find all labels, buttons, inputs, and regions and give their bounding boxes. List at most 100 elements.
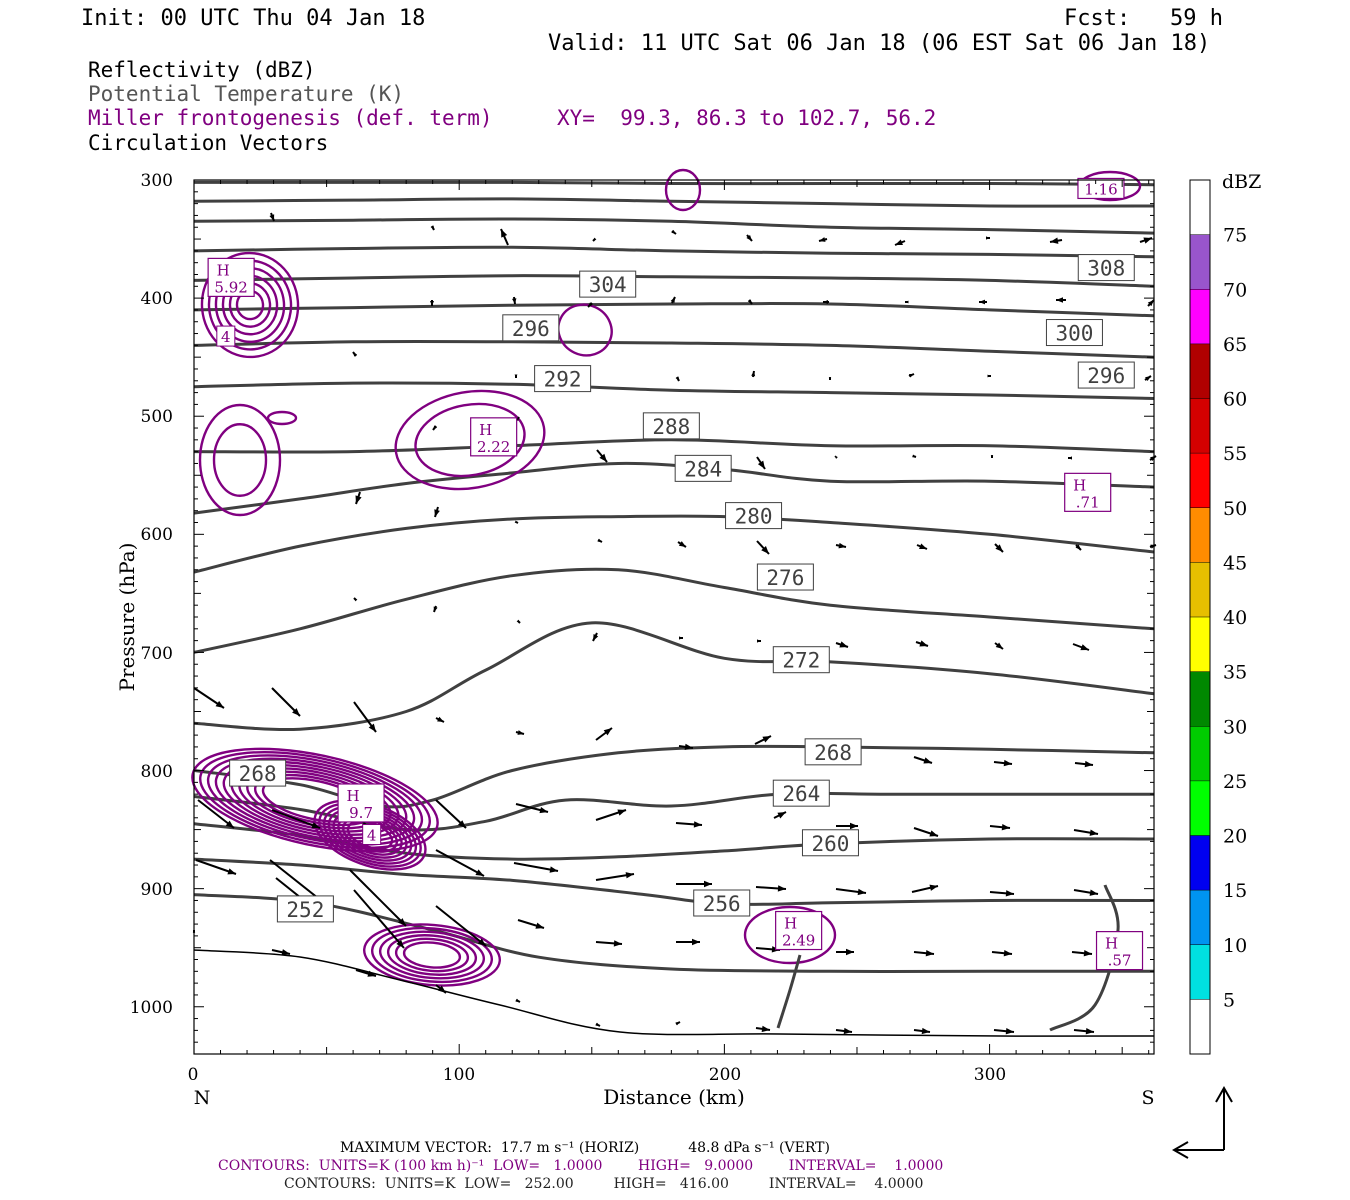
circulation-vector	[500, 228, 509, 246]
theta-contour-label: 256	[693, 889, 751, 917]
circulation-vector	[755, 885, 787, 892]
theta-contour-line	[193, 621, 1155, 732]
svg-text:276: 276	[766, 566, 804, 590]
frontogenesis-contour	[199, 750, 431, 850]
y-tick-label: 800	[141, 762, 173, 782]
circulation-vector	[754, 735, 772, 745]
circulation-vector	[756, 456, 766, 470]
circulation-vector	[1075, 544, 1082, 551]
theta-contour-label: 280	[725, 502, 783, 530]
circulation-vector	[836, 822, 858, 830]
circulation-vector	[835, 542, 847, 549]
frontogenesis-high-label: H.71	[1064, 472, 1112, 512]
contour-labels: 252 256 260 264 268 268 272 276 280 284 288 292 296 2…	[216, 254, 1135, 923]
colorbar-level-label: 10	[1223, 935, 1247, 957]
legend-vectors: Circulation Vectors	[88, 131, 329, 155]
reflectivity-colorbar: 5 10 15 20 25 30 35 40 45 50 55 60 65 70 75	[1189, 179, 1247, 1055]
y-tick-label: 900	[141, 880, 173, 900]
colorbar-level-label: 50	[1223, 498, 1247, 520]
frontogenesis-contour	[346, 820, 394, 850]
theta-contour-line	[193, 197, 1155, 208]
frontogenesis-contour	[212, 423, 268, 497]
colorbar-swatch	[1190, 180, 1210, 235]
theta-contour-label: 296	[1077, 361, 1135, 389]
circulation-vector	[677, 541, 687, 548]
circulation-vector	[747, 299, 753, 305]
circulation-vector	[353, 701, 377, 733]
svg-text:9.7: 9.7	[349, 804, 373, 822]
circulation-vector	[671, 229, 677, 235]
theta-contour-label: 288	[642, 412, 700, 440]
frontogenesis-contour-label: 4	[216, 325, 236, 347]
frontogenesis-contour	[402, 941, 462, 969]
circulation-vector	[751, 370, 756, 378]
circulation-vector	[1147, 299, 1155, 307]
circulation-vector	[993, 1028, 1015, 1035]
circulation-vector	[1149, 455, 1157, 461]
theta-contour-label: 260	[801, 829, 859, 857]
circulation-vector	[986, 236, 990, 240]
frontogenesis-high-label: H5.92	[207, 257, 255, 297]
circulation-vector	[1049, 237, 1063, 244]
circulation-vector	[912, 454, 917, 458]
circulation-vector	[757, 639, 761, 643]
y-tick-label: 1000	[130, 998, 173, 1018]
svg-text:H: H	[217, 261, 230, 279]
circulation-vector	[193, 687, 225, 709]
circulation-vector	[435, 799, 467, 829]
y-tick-label: 500	[141, 407, 173, 427]
svg-text:272: 272	[782, 649, 820, 673]
circulation-vector	[746, 234, 753, 242]
circulation-vector	[430, 225, 435, 231]
frontogenesis-contour-label: 4	[362, 824, 382, 845]
circulation-vector	[913, 950, 935, 957]
theta-contour-line	[193, 461, 1155, 515]
theta-contour-line	[193, 381, 1155, 400]
circulation-vector	[269, 212, 275, 222]
circulation-vector	[991, 950, 1013, 957]
circulation-vector	[773, 811, 787, 819]
circulation-vector	[915, 640, 929, 647]
colorbar-unit: dBZ	[1222, 171, 1261, 193]
circulation-vector	[515, 730, 525, 735]
circulation-vector	[675, 1021, 681, 1026]
circulation-vector	[678, 743, 694, 751]
circulation-vector	[195, 859, 237, 875]
theta-contour-label: 252	[276, 895, 334, 923]
colorbar-level-label: 45	[1223, 552, 1247, 574]
circulation-vector	[823, 300, 829, 304]
x-tick-label: 100	[443, 1065, 475, 1085]
theta-contour-line	[193, 302, 1155, 318]
svg-text:H: H	[1073, 476, 1086, 494]
colorbar-swatch	[1190, 671, 1210, 727]
south-label: S	[1141, 1087, 1154, 1109]
frontogenesis-high-label: 1.16	[1077, 177, 1125, 200]
colorbar-level-label: 5	[1223, 989, 1235, 1011]
y-axis-title: Pressure (hPa)	[115, 543, 139, 692]
circulation-vector	[679, 636, 683, 640]
colorbar-level-label: 20	[1223, 826, 1247, 848]
valid-time: Valid: 11 UTC Sat 06 Jan 18 (06 EST Sat …	[548, 31, 1211, 56]
svg-text:296: 296	[512, 317, 550, 341]
legend-frontogenesis: Miller frontogenesis (def. term)	[88, 106, 493, 130]
circulation-vector	[515, 416, 520, 422]
y-tick-label: 700	[141, 644, 173, 664]
circulation-vector	[1056, 297, 1066, 303]
circulation-vector	[595, 1022, 601, 1027]
circulation-vector	[1144, 375, 1152, 381]
forecast-hour: Fcst: 59 h	[1064, 6, 1223, 31]
circulation-vector	[835, 1027, 853, 1035]
circulation-vector	[515, 803, 549, 814]
footer-fronto-contours: CONTOURS: UNITS=K (100 km h)⁻¹ LOW= 1.00…	[218, 1158, 944, 1174]
circulation-vector	[349, 869, 407, 927]
circulation-vector	[434, 506, 440, 518]
svg-text:2.22: 2.22	[477, 438, 510, 456]
circulation-vector	[516, 619, 521, 624]
circulation-vector	[916, 543, 928, 550]
circulation-vector	[987, 374, 991, 378]
svg-text:284: 284	[684, 457, 722, 481]
circulation-vector	[835, 641, 849, 648]
frontogenesis-contour	[386, 934, 478, 976]
svg-text:4: 4	[221, 328, 231, 346]
svg-text:5.92: 5.92	[214, 278, 247, 296]
